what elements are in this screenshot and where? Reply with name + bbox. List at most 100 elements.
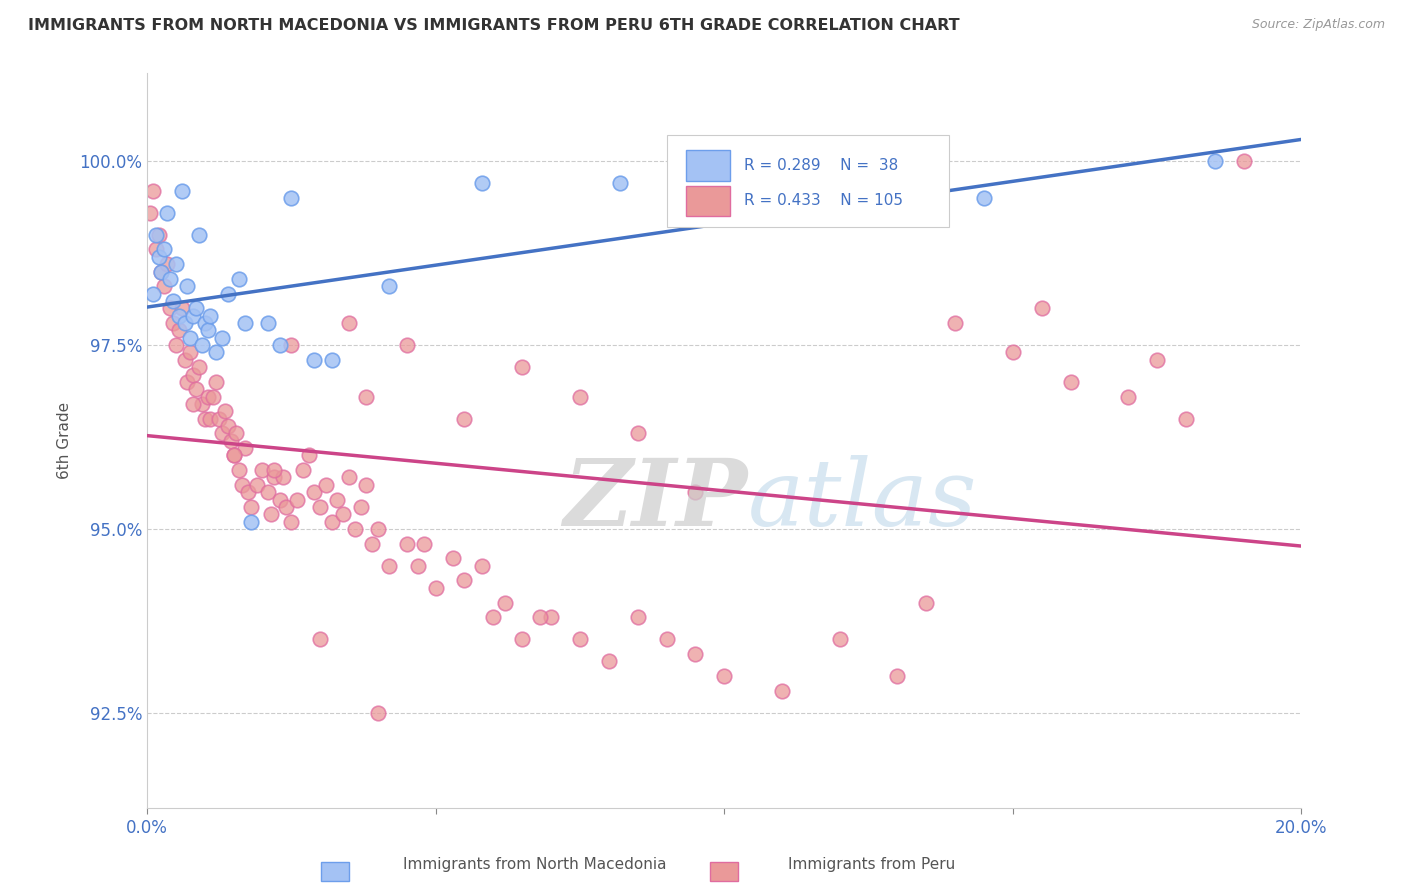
Point xyxy=(321,515,343,529)
Text: R = 0.433    N = 105: R = 0.433 N = 105 xyxy=(744,194,903,209)
Point xyxy=(211,426,233,441)
Point xyxy=(167,309,190,323)
Point xyxy=(150,264,173,278)
Point xyxy=(170,184,193,198)
Point xyxy=(540,610,562,624)
Point xyxy=(886,669,908,683)
Point xyxy=(285,492,308,507)
Point xyxy=(200,411,222,425)
Point xyxy=(494,595,516,609)
Point xyxy=(1116,390,1139,404)
Point xyxy=(395,537,418,551)
Point xyxy=(337,316,360,330)
Point xyxy=(343,522,366,536)
Point xyxy=(367,706,389,720)
Point xyxy=(194,411,217,425)
Point xyxy=(304,485,326,500)
Point xyxy=(153,279,176,293)
Point xyxy=(441,551,464,566)
Point xyxy=(943,316,966,330)
Point xyxy=(269,338,291,352)
Point xyxy=(150,264,173,278)
Point xyxy=(228,272,250,286)
Point xyxy=(280,338,302,352)
Point xyxy=(156,205,179,219)
Text: Immigrants from Peru: Immigrants from Peru xyxy=(789,857,955,872)
Point xyxy=(321,352,343,367)
Point xyxy=(378,279,401,293)
Point xyxy=(181,309,204,323)
Point xyxy=(219,434,242,448)
Point xyxy=(1175,411,1198,425)
Point xyxy=(222,449,245,463)
Point xyxy=(568,390,591,404)
Point xyxy=(197,323,219,337)
Point xyxy=(356,478,378,492)
Point xyxy=(159,272,181,286)
Point xyxy=(425,581,447,595)
Point xyxy=(145,243,167,257)
Point xyxy=(713,669,735,683)
Text: IMMIGRANTS FROM NORTH MACEDONIA VS IMMIGRANTS FROM PERU 6TH GRADE CORRELATION CH: IMMIGRANTS FROM NORTH MACEDONIA VS IMMIG… xyxy=(28,18,960,33)
Point xyxy=(252,463,274,477)
Point xyxy=(471,558,494,573)
Point xyxy=(170,301,193,316)
Point xyxy=(176,375,198,389)
Point xyxy=(202,390,225,404)
Point xyxy=(378,558,401,573)
Point xyxy=(165,257,187,271)
Point xyxy=(231,478,253,492)
Point xyxy=(162,316,184,330)
Point xyxy=(205,345,228,359)
Point xyxy=(142,286,165,301)
Point xyxy=(179,331,201,345)
Point xyxy=(205,375,228,389)
Point xyxy=(217,286,239,301)
FancyBboxPatch shape xyxy=(666,136,949,227)
Point xyxy=(609,176,631,190)
Point xyxy=(915,595,938,609)
Point xyxy=(349,500,371,514)
Point xyxy=(184,301,207,316)
Point xyxy=(453,411,475,425)
Point xyxy=(142,184,165,198)
Point xyxy=(304,352,326,367)
Point xyxy=(187,360,209,375)
Point xyxy=(200,309,222,323)
Point xyxy=(395,338,418,352)
Point xyxy=(510,632,533,647)
Point xyxy=(263,470,285,484)
Point xyxy=(257,485,280,500)
Point xyxy=(309,632,332,647)
Point xyxy=(246,478,269,492)
Text: ZIP: ZIP xyxy=(562,455,748,544)
Point xyxy=(181,397,204,411)
Point xyxy=(257,316,280,330)
Point xyxy=(482,610,505,624)
Point xyxy=(274,500,297,514)
Point xyxy=(187,227,209,242)
Point xyxy=(828,632,851,647)
Point xyxy=(181,368,204,382)
Point xyxy=(1001,345,1024,359)
Point xyxy=(408,558,430,573)
Point xyxy=(139,205,162,219)
Point xyxy=(309,500,332,514)
Point xyxy=(413,537,436,551)
Point xyxy=(191,338,214,352)
FancyBboxPatch shape xyxy=(686,150,730,181)
Point xyxy=(194,316,217,330)
Point xyxy=(297,449,319,463)
Text: Source: ZipAtlas.com: Source: ZipAtlas.com xyxy=(1251,18,1385,31)
Point xyxy=(239,515,262,529)
Point xyxy=(1233,154,1256,169)
Point xyxy=(208,411,231,425)
Point xyxy=(291,463,314,477)
Point xyxy=(222,449,245,463)
Point xyxy=(145,227,167,242)
Point xyxy=(233,316,256,330)
Point xyxy=(332,508,354,522)
Point xyxy=(973,191,995,205)
Point xyxy=(627,610,650,624)
Point xyxy=(176,279,198,293)
